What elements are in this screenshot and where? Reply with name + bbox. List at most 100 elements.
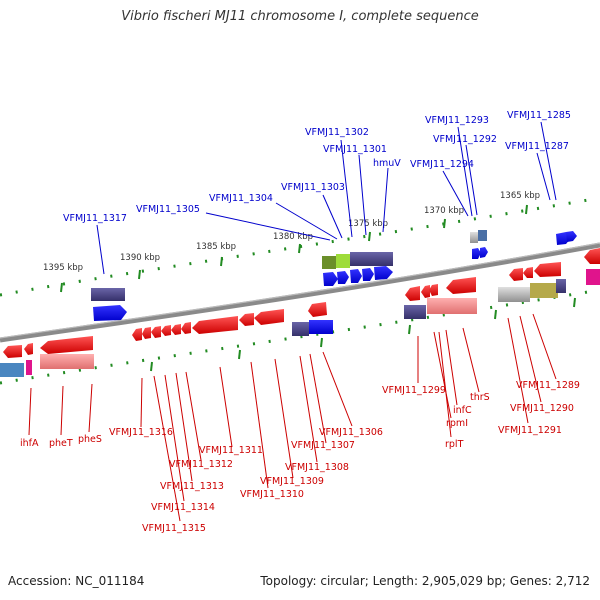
inner-tick-track — [0, 288, 600, 385]
accession-text: Accession: NC_011184 — [8, 574, 145, 588]
reverse-features-right — [292, 248, 600, 336]
feature-bar-purple — [556, 279, 566, 293]
gene-arrow-reverse — [308, 302, 327, 317]
gene-label-forward: VFMJ11_1303 — [281, 182, 345, 193]
feature-bar-green — [336, 254, 350, 268]
feature-bar-purple — [350, 252, 393, 266]
gene-arrow-forward — [350, 269, 362, 283]
gene-arrow-reverse — [171, 324, 181, 335]
feature-bar-purple — [91, 288, 125, 301]
reverse-features-left — [0, 336, 94, 377]
gene-label-reverse: VFMJ11_1307 — [291, 440, 355, 451]
gene-label-reverse: VFMJ11_1310 — [240, 489, 304, 500]
major-tick — [220, 256, 223, 267]
gene-arrow-reverse — [405, 286, 420, 301]
gene-arrow-reverse — [421, 285, 430, 298]
gene-arrow-forward — [93, 305, 127, 321]
feature-bar-magenta — [586, 269, 600, 285]
outer-tick-track — [0, 196, 600, 297]
gene-label-reverse: VFMJ11_1289 — [516, 380, 580, 391]
major-tick — [494, 309, 497, 320]
gene-arrow-forward — [337, 271, 349, 284]
feature-bar-blue — [0, 363, 24, 377]
feature-bar-pink — [427, 298, 477, 314]
gene-arrow-reverse — [429, 284, 438, 296]
gene-label-forward: VFMJ11_1301 — [323, 144, 387, 155]
gene-label-forward: VFMJ11_1294 — [410, 159, 474, 170]
gene-label-forward: VFMJ11_1287 — [505, 141, 569, 152]
gene-label-reverse: thrS — [470, 392, 490, 403]
major-tick — [573, 297, 576, 308]
scale-label: 1385 kbp — [196, 242, 236, 252]
gene-label-reverse: infC — [453, 405, 472, 416]
gene-arrow-reverse — [40, 336, 93, 354]
gene-label-reverse: VFMJ11_1290 — [510, 403, 574, 414]
gene-arrow-reverse — [584, 248, 600, 264]
gene-label-reverse: VFMJ11_1316 — [109, 427, 173, 438]
gene-arrow-forward — [472, 248, 481, 259]
major-tick — [443, 218, 446, 229]
chromosome-backbone — [0, 242, 600, 343]
major-tick — [525, 204, 528, 215]
gene-label-reverse: VFMJ11_1312 — [169, 459, 233, 470]
scale-label: 1390 kbp — [120, 253, 160, 263]
gene-arrow-reverse — [151, 326, 161, 338]
gene-arrow-forward — [480, 247, 488, 258]
reverse-label-leaders — [28, 313, 557, 522]
gene-arrow-reverse — [523, 267, 533, 278]
gene-label-reverse: VFMJ11_1299 — [382, 385, 446, 396]
forward-label-leaders — [96, 121, 557, 275]
gene-label-forward: VFMJ11_1304 — [209, 193, 273, 204]
feature-bar-grey — [498, 287, 530, 302]
gene-label-reverse: VFMJ11_1313 — [160, 481, 224, 492]
feature-bar-grey — [470, 232, 478, 243]
reverse-labels: ihfA pheT pheS VFMJ11_1316 VFMJ11_1315 V… — [20, 380, 580, 534]
gene-label-reverse: VFMJ11_1311 — [199, 445, 263, 456]
gene-label-reverse: VFMJ11_1291 — [498, 425, 562, 436]
feature-bar-magenta — [26, 360, 32, 375]
reverse-features-middle — [132, 309, 284, 341]
feature-bar-blue — [478, 230, 487, 241]
gene-arrow-reverse — [161, 325, 171, 336]
gene-arrow-forward — [566, 231, 577, 242]
scale-label: 1370 kbp — [424, 206, 464, 216]
gene-arrow-reverse — [534, 262, 561, 277]
gene-label-forward: VFMJ11_1317 — [63, 213, 127, 224]
gene-label-reverse: pheS — [78, 434, 102, 445]
gene-label-reverse: VFMJ11_1308 — [285, 462, 349, 473]
scale-label: 1365 kbp — [500, 191, 540, 201]
forward-labels: VFMJ11_1317 VFMJ11_1305 VFMJ11_1304 VFMJ… — [63, 110, 571, 224]
gene-arrow-reverse — [142, 327, 151, 339]
scale-label: 1380 kbp — [273, 232, 313, 242]
feature-bar-pink — [40, 354, 94, 369]
gene-arrow-reverse — [132, 328, 142, 341]
gene-arrow-reverse — [509, 268, 523, 281]
major-tick — [408, 324, 411, 335]
gene-arrow-forward — [323, 272, 338, 286]
scale-label: 1375 kbp — [348, 219, 388, 229]
gene-arrow-reverse — [254, 309, 284, 325]
gene-arrow-reverse — [3, 345, 22, 358]
gene-arrow-forward — [362, 268, 374, 281]
gene-label-reverse: pheT — [49, 438, 73, 449]
gene-arrow-forward — [374, 266, 393, 280]
gene-arrow-reverse — [24, 343, 33, 355]
major-tick — [298, 243, 301, 254]
gene-label-reverse: VFMJ11_1309 — [260, 476, 324, 487]
gene-label-forward: VFMJ11_1285 — [507, 110, 571, 121]
gene-label-forward: VFMJ11_1305 — [136, 204, 200, 215]
major-tick — [238, 349, 241, 360]
topology-text: Topology: circular; Length: 2,905,029 bp… — [260, 574, 590, 588]
forward-features — [91, 230, 577, 321]
gene-label-reverse: ihfA — [20, 438, 39, 449]
gene-arrow-reverse — [239, 313, 254, 326]
major-tick — [320, 337, 323, 348]
gene-arrow-reverse — [192, 316, 238, 334]
feature-bar-purple — [292, 322, 309, 336]
major-tick — [60, 282, 63, 293]
feature-bar-purple — [404, 305, 426, 319]
major-tick — [150, 361, 153, 372]
feature-bar-blue — [309, 320, 333, 334]
feature-bar-olive — [530, 283, 558, 298]
gene-label-reverse: rplT — [445, 439, 464, 450]
